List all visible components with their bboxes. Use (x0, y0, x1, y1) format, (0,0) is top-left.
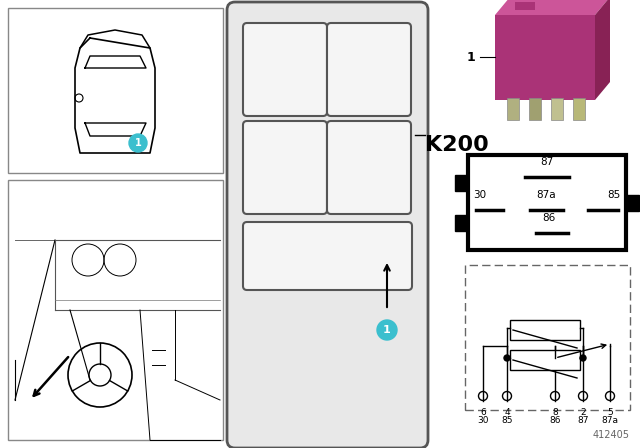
FancyBboxPatch shape (327, 121, 411, 214)
Bar (573, 98, 585, 120)
Text: 412405: 412405 (593, 430, 630, 440)
Text: 5: 5 (607, 408, 613, 417)
Text: 1: 1 (134, 138, 141, 148)
Bar (529, 98, 541, 120)
Text: K200: K200 (425, 135, 489, 155)
Polygon shape (595, 0, 610, 100)
Bar (515, 2, 535, 10)
Bar (495, 15, 595, 100)
Bar (551, 98, 563, 120)
Bar (468, 155, 626, 250)
FancyBboxPatch shape (243, 222, 412, 290)
Text: 86: 86 (549, 416, 561, 425)
Bar (507, 98, 519, 120)
Text: 2: 2 (580, 408, 586, 417)
Text: 8: 8 (552, 408, 558, 417)
Text: 87a: 87a (602, 416, 618, 425)
FancyBboxPatch shape (227, 2, 428, 448)
Circle shape (129, 134, 147, 152)
Text: 86: 86 (542, 213, 556, 223)
Bar (455, 215, 468, 231)
Bar (8, 180, 223, 440)
Bar (626, 195, 639, 211)
Bar (510, 320, 580, 340)
FancyBboxPatch shape (243, 23, 327, 116)
Text: 30: 30 (473, 190, 486, 200)
Text: 85: 85 (501, 416, 513, 425)
Bar (455, 175, 468, 191)
Circle shape (377, 320, 397, 340)
Text: 1: 1 (467, 51, 475, 64)
Bar (8, 8, 223, 173)
FancyBboxPatch shape (327, 23, 411, 116)
Circle shape (580, 355, 586, 361)
Text: 30: 30 (477, 416, 489, 425)
Text: 87: 87 (540, 157, 554, 167)
FancyBboxPatch shape (243, 121, 327, 214)
Text: 6: 6 (480, 408, 486, 417)
Polygon shape (495, 0, 610, 15)
Bar (465, 265, 630, 410)
Bar (510, 350, 580, 370)
Text: 4: 4 (504, 408, 510, 417)
Circle shape (504, 355, 510, 361)
Text: 85: 85 (607, 190, 620, 200)
Text: 87a: 87a (536, 190, 556, 200)
Text: 87: 87 (577, 416, 589, 425)
Text: 1: 1 (383, 325, 391, 335)
